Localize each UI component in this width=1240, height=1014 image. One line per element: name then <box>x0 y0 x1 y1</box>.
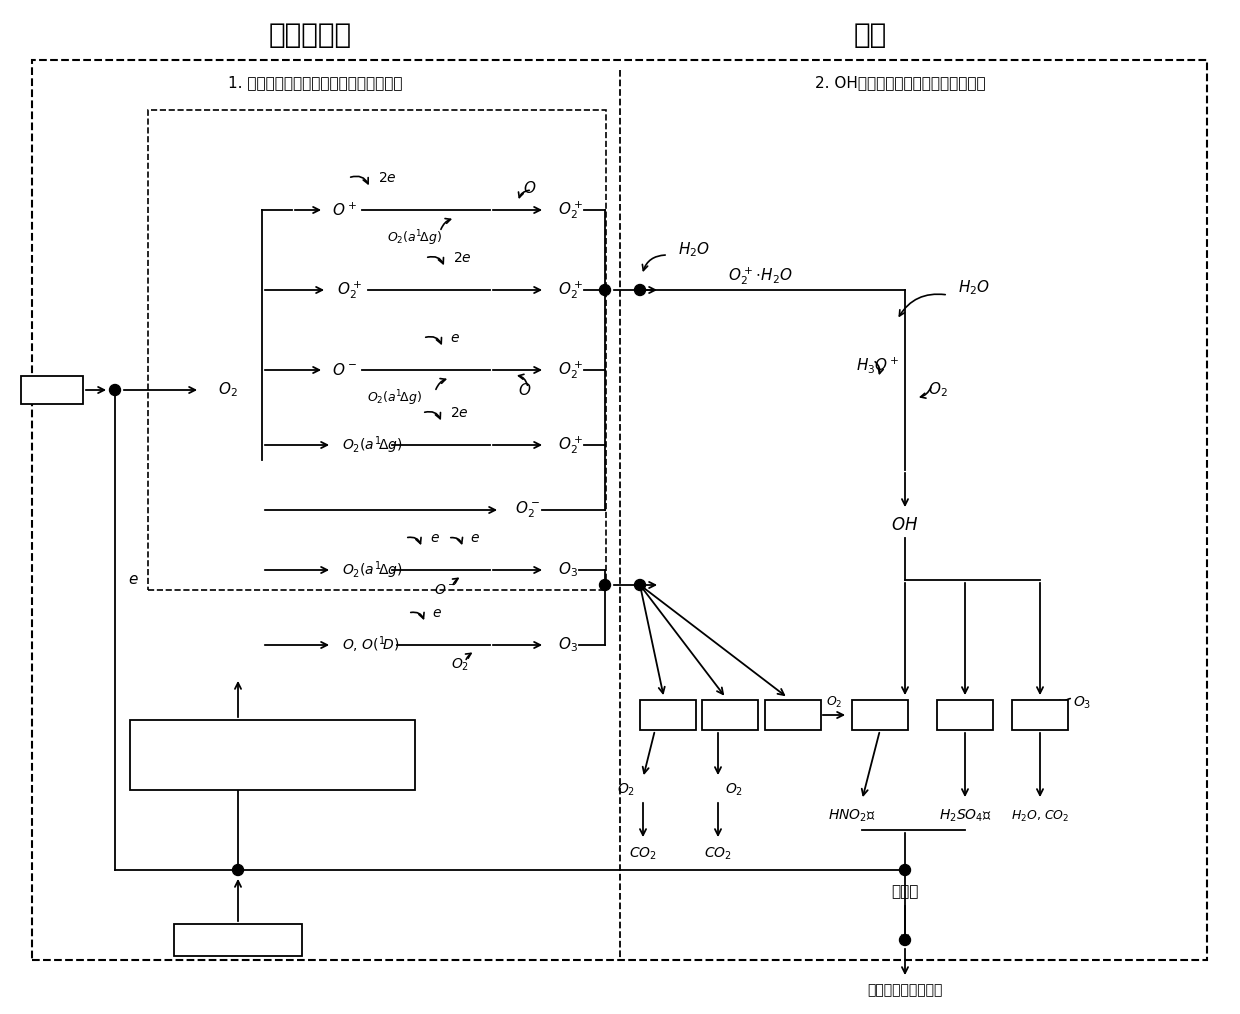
Circle shape <box>635 579 646 590</box>
Text: $O_3$: $O_3$ <box>1073 695 1091 711</box>
Text: $O_2^+$: $O_2^+$ <box>558 434 583 456</box>
Text: $O_2$: $O_2$ <box>928 380 947 400</box>
Text: $O_2^+$: $O_2^+$ <box>558 279 583 301</box>
Text: $O_2$: $O_2$ <box>826 695 842 710</box>
Text: $O^-$: $O^-$ <box>332 362 357 378</box>
Text: $O$: $O$ <box>518 382 532 399</box>
Text: $O_2(a^1\!\Delta g)$: $O_2(a^1\!\Delta g)$ <box>387 228 443 247</box>
Text: $NO_2$: $NO_2$ <box>866 707 894 723</box>
Text: $O_2$: $O_2$ <box>42 380 62 400</box>
Circle shape <box>109 384 120 395</box>
Text: 碳粒: 碳粒 <box>660 708 676 722</box>
Text: $O_3$: $O_3$ <box>558 561 578 579</box>
Circle shape <box>599 285 610 295</box>
Bar <box>148 110 606 590</box>
Text: $E/n\geqslant 380Td$，$We\geqslant 8.6eV$: $E/n\geqslant 380Td$，$We\geqslant 8.6eV$ <box>145 746 317 764</box>
Text: $H_2O$: $H_2O$ <box>678 240 711 260</box>
Text: $H_2O$, $CO_2$: $H_2O$, $CO_2$ <box>1011 808 1069 823</box>
Text: 静电场: 静电场 <box>892 884 919 899</box>
Text: 等离子体源: 等离子体源 <box>268 21 352 49</box>
Text: $e$: $e$ <box>430 531 440 545</box>
FancyBboxPatch shape <box>21 376 83 404</box>
Text: $e$: $e$ <box>470 531 480 545</box>
Text: 烟道: 烟道 <box>853 21 887 49</box>
Circle shape <box>233 865 243 875</box>
FancyBboxPatch shape <box>174 924 303 956</box>
Text: $O_2^+$: $O_2^+$ <box>558 359 583 381</box>
FancyBboxPatch shape <box>130 720 415 790</box>
Text: 强电场电离放电电场: 强电场电离放电电场 <box>145 769 221 783</box>
Text: $OH$: $OH$ <box>892 516 919 534</box>
Text: $2e$: $2e$ <box>453 251 471 265</box>
FancyBboxPatch shape <box>1012 700 1068 730</box>
Circle shape <box>899 935 910 945</box>
Text: $CO_2$: $CO_2$ <box>629 846 657 862</box>
Text: 1. 强电离放电电场产生等离子体反应模式: 1. 强电离放电电场产生等离子体反应模式 <box>228 75 402 90</box>
Text: $O$, $O(^1\!D)$: $O$, $O(^1\!D)$ <box>342 635 399 655</box>
Text: $CO_2$: $CO_2$ <box>704 846 732 862</box>
FancyBboxPatch shape <box>702 700 758 730</box>
Text: $O_2$: $O_2$ <box>451 657 469 673</box>
Text: $O_2(a^1\!\Delta g)$: $O_2(a^1\!\Delta g)$ <box>367 388 423 408</box>
Text: $O_2^+\!\cdot\!H_2O$: $O_2^+\!\cdot\!H_2O$ <box>728 265 792 287</box>
FancyBboxPatch shape <box>640 700 696 730</box>
Text: $H_3O^+$: $H_3O^+$ <box>856 355 900 375</box>
Text: $O$: $O$ <box>523 180 537 196</box>
Text: $e$: $e$ <box>432 606 441 620</box>
Text: $e$: $e$ <box>128 573 139 587</box>
Text: $O^+$: $O^+$ <box>332 202 357 219</box>
Text: $O_3$: $O_3$ <box>558 636 578 654</box>
Text: $e$: $e$ <box>450 331 460 345</box>
Text: NO: NO <box>782 708 804 722</box>
Text: $HNO_2$雾: $HNO_2$雾 <box>828 808 875 824</box>
Text: $O_2^+$: $O_2^+$ <box>558 199 583 221</box>
Text: $O_2^-$: $O_2^-$ <box>515 500 539 520</box>
Text: $O_2(a^1\!\Delta g)$: $O_2(a^1\!\Delta g)$ <box>342 434 403 456</box>
Text: $O_2$: $O_2$ <box>618 782 635 798</box>
Text: $O_2^+$: $O_2^+$ <box>337 279 362 301</box>
Circle shape <box>635 285 646 295</box>
Text: $O^-$: $O^-$ <box>434 583 456 597</box>
Text: $H_2O$: $H_2O$ <box>959 279 990 297</box>
FancyBboxPatch shape <box>937 700 993 730</box>
FancyBboxPatch shape <box>765 700 821 730</box>
Circle shape <box>599 579 610 590</box>
Text: $O_2(a^1\!\Delta g)$: $O_2(a^1\!\Delta g)$ <box>342 559 403 581</box>
Text: $O_2$: $O_2$ <box>725 782 743 798</box>
Text: $SO_2$: $SO_2$ <box>951 707 978 723</box>
Text: HC: HC <box>1030 708 1050 722</box>
Text: 硝酸、硫酸混合溶液: 硝酸、硫酸混合溶液 <box>867 983 942 997</box>
Text: $2e$: $2e$ <box>450 406 469 420</box>
Bar <box>32 60 1207 960</box>
Text: $O_2$: $O_2$ <box>218 380 238 400</box>
FancyBboxPatch shape <box>852 700 908 730</box>
Text: CO: CO <box>719 708 740 722</box>
Text: 高频高压电源: 高频高压电源 <box>211 933 265 947</box>
Text: $2e$: $2e$ <box>378 171 397 185</box>
Circle shape <box>899 865 910 875</box>
Text: 2. OH形成及消除污染物化学反应模式: 2. OH形成及消除污染物化学反应模式 <box>815 75 986 90</box>
Text: $H_2SO_4$雾: $H_2SO_4$雾 <box>939 808 991 824</box>
